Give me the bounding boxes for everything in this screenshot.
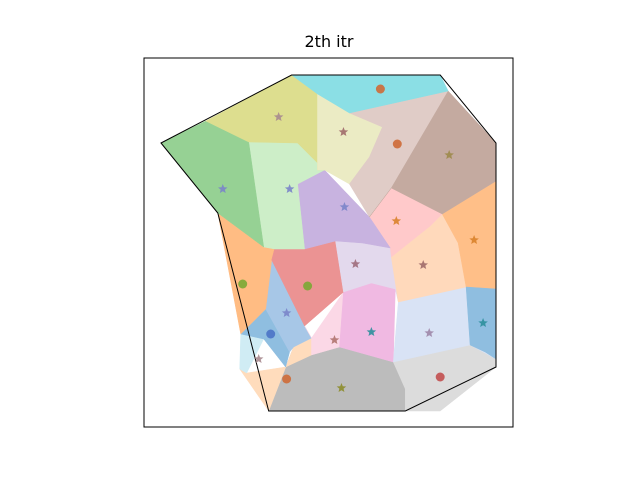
- star-marker: [281, 308, 292, 318]
- axes-frame: [143, 57, 514, 428]
- star-marker: [391, 216, 402, 226]
- cell-layer: [160, 74, 497, 412]
- star-marker: [444, 150, 454, 160]
- star-marker: [329, 335, 340, 345]
- circle-marker: [303, 281, 313, 291]
- voronoi-cell: [239, 333, 265, 374]
- chart-title: 2th itr: [304, 32, 354, 51]
- star-marker: [336, 383, 347, 393]
- star-marker: [418, 260, 428, 270]
- region-outline: [160, 74, 497, 412]
- star-marker: [284, 184, 295, 194]
- star-marker: [478, 318, 488, 328]
- star-marker: [366, 327, 377, 337]
- point-layer: [218, 84, 488, 393]
- circle-marker: [282, 374, 292, 384]
- circle-marker: [266, 329, 276, 339]
- circle-marker: [238, 279, 248, 289]
- circle-marker: [392, 139, 402, 149]
- star-marker: [273, 112, 284, 122]
- star-marker: [350, 259, 361, 269]
- circle-marker: [435, 372, 445, 382]
- star-marker: [218, 184, 228, 194]
- star-marker: [338, 127, 349, 137]
- star-marker: [253, 354, 264, 364]
- star-marker: [469, 235, 479, 245]
- star-marker: [339, 202, 350, 212]
- circle-marker: [375, 84, 385, 94]
- star-marker: [424, 328, 434, 338]
